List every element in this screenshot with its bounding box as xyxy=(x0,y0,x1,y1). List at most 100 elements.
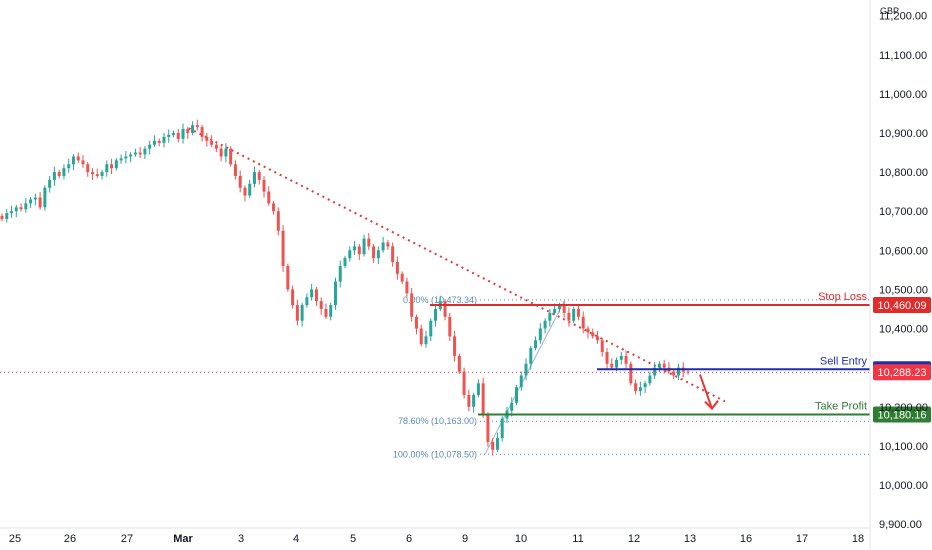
candle-body xyxy=(5,213,9,220)
candle-body xyxy=(610,363,614,368)
candle-body xyxy=(605,352,609,364)
candle-body xyxy=(19,207,23,210)
stop-loss-badge-value: 10,460.09 xyxy=(878,300,927,312)
candle-body xyxy=(395,262,399,274)
x-tick-label: 18 xyxy=(852,533,864,545)
candle-body xyxy=(10,211,14,214)
y-tick-label: 11,100.00 xyxy=(879,50,927,62)
candle-body xyxy=(224,148,228,157)
candle-body xyxy=(281,230,285,266)
y-tick-label: 10,600.00 xyxy=(879,245,928,257)
candle-body xyxy=(624,355,628,364)
candle-body xyxy=(57,172,61,176)
candle-body xyxy=(229,148,233,165)
candle-body xyxy=(305,297,309,306)
candle-body xyxy=(386,242,390,247)
candle-body xyxy=(548,312,552,321)
candle-body xyxy=(391,246,395,263)
candle-body xyxy=(71,156,75,165)
candle-body xyxy=(124,156,128,159)
candle-body xyxy=(219,148,223,157)
last-price-value: 10,288.23 xyxy=(878,367,927,379)
candle-body xyxy=(372,246,376,259)
candle-body xyxy=(376,250,380,259)
candle-body xyxy=(152,140,156,145)
candle-body xyxy=(181,129,185,139)
candle-body xyxy=(405,281,409,294)
candle-body xyxy=(467,395,471,407)
candle-body xyxy=(43,187,47,208)
x-tick-label: 11 xyxy=(572,533,583,545)
candle-body xyxy=(443,301,447,317)
candle-body xyxy=(529,348,533,364)
candle-body xyxy=(653,367,657,376)
downtrend-line xyxy=(188,127,726,403)
candle-body xyxy=(162,136,166,143)
candle-body xyxy=(581,316,585,329)
candle-body xyxy=(76,156,80,161)
candle-body xyxy=(191,125,195,133)
candle-body xyxy=(453,336,457,356)
candle-body xyxy=(133,152,137,155)
candle-body xyxy=(500,418,504,439)
candle-body xyxy=(243,187,247,196)
candle-body xyxy=(81,160,85,165)
candle-body xyxy=(657,363,661,368)
x-tick-label: 6 xyxy=(406,533,412,545)
y-tick-label: 10,500.00 xyxy=(879,284,928,296)
candle-body xyxy=(62,168,66,176)
candle-body xyxy=(24,203,28,210)
candle-body xyxy=(476,383,480,396)
candle-body xyxy=(495,438,499,450)
y-tick-label: 11,000.00 xyxy=(879,89,927,101)
candle-body xyxy=(338,265,342,282)
stop-loss-badge xyxy=(873,297,931,314)
candle-body xyxy=(276,211,280,231)
x-tick-label: Mar xyxy=(173,533,193,545)
fib-level-label: 100.00% (10,078.50) xyxy=(393,449,477,459)
candle-body xyxy=(252,172,256,184)
x-tick-label: 5 xyxy=(350,533,356,545)
y-tick-label: 10,200.00 xyxy=(879,402,928,414)
candle-body xyxy=(291,289,295,306)
candle-body xyxy=(110,164,114,169)
y-tick-label: 11,200.00 xyxy=(879,11,927,23)
candle-body xyxy=(367,238,371,247)
candle-body xyxy=(634,383,638,392)
candle-body xyxy=(538,328,542,341)
stop-loss-label: Stop Loss xyxy=(818,291,867,303)
candle-body xyxy=(434,308,438,321)
candle-body xyxy=(591,332,595,337)
candle-body xyxy=(572,308,576,321)
candle-body xyxy=(257,172,261,180)
candle-body xyxy=(52,172,56,180)
projection-arrow-shaft xyxy=(699,374,713,409)
candle-body xyxy=(238,176,242,188)
candle-body xyxy=(333,281,337,306)
candle-body xyxy=(567,312,571,321)
candle-body xyxy=(272,203,276,212)
candle-body xyxy=(86,164,90,173)
candle-body xyxy=(424,336,428,345)
candle-body xyxy=(515,387,518,403)
candle-body xyxy=(114,160,118,169)
candle-body xyxy=(348,250,352,259)
candle-body xyxy=(472,395,476,407)
candle-body xyxy=(138,152,142,155)
candle-body xyxy=(362,238,366,255)
y-tick-label: 9,900.00 xyxy=(879,519,922,531)
candle-body xyxy=(510,402,514,411)
candle-body xyxy=(448,316,452,337)
candle-body xyxy=(486,414,490,442)
candle-body xyxy=(319,301,323,309)
y-tick-label: 10,000.00 xyxy=(879,480,928,492)
candle-body xyxy=(310,289,314,298)
candle-body xyxy=(129,154,133,157)
candle-body xyxy=(481,383,485,415)
projection-arrow-head xyxy=(704,400,719,411)
candle-body xyxy=(491,441,495,450)
candle-body xyxy=(172,132,175,135)
candle-body xyxy=(324,308,328,317)
